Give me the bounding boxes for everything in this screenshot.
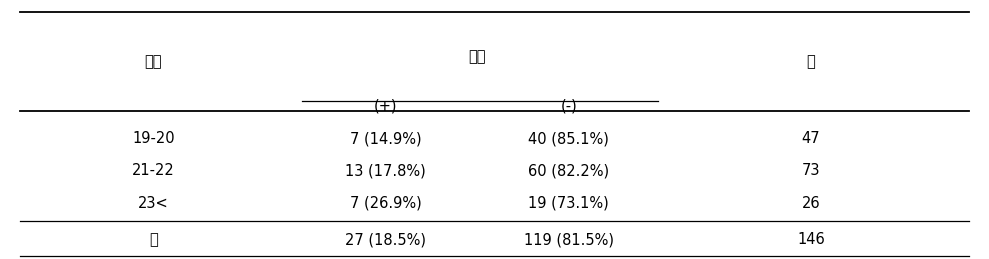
Text: 19 (73.1%): 19 (73.1%) [528, 196, 609, 211]
Text: (+): (+) [374, 99, 398, 114]
Text: (-): (-) [561, 99, 577, 114]
Text: 계: 계 [807, 54, 815, 69]
Text: 7 (14.9%): 7 (14.9%) [350, 131, 421, 146]
Text: 13 (17.8%): 13 (17.8%) [345, 163, 426, 178]
Text: 계: 계 [149, 232, 157, 247]
Text: 7 (26.9%): 7 (26.9%) [350, 196, 421, 211]
Text: 26: 26 [802, 196, 820, 211]
Text: 119 (81.5%): 119 (81.5%) [523, 232, 614, 247]
Text: 60 (82.2%): 60 (82.2%) [528, 163, 609, 178]
Text: 항체: 항체 [469, 49, 486, 64]
Text: 19-20: 19-20 [132, 131, 175, 146]
Text: 146: 146 [797, 232, 825, 247]
Text: 23<: 23< [137, 196, 169, 211]
Text: 73: 73 [802, 163, 820, 178]
Text: 47: 47 [802, 131, 820, 146]
Text: 21-22: 21-22 [132, 163, 175, 178]
Text: 40 (85.1%): 40 (85.1%) [528, 131, 609, 146]
Text: 나이: 나이 [144, 54, 162, 69]
Text: 27 (18.5%): 27 (18.5%) [345, 232, 426, 247]
